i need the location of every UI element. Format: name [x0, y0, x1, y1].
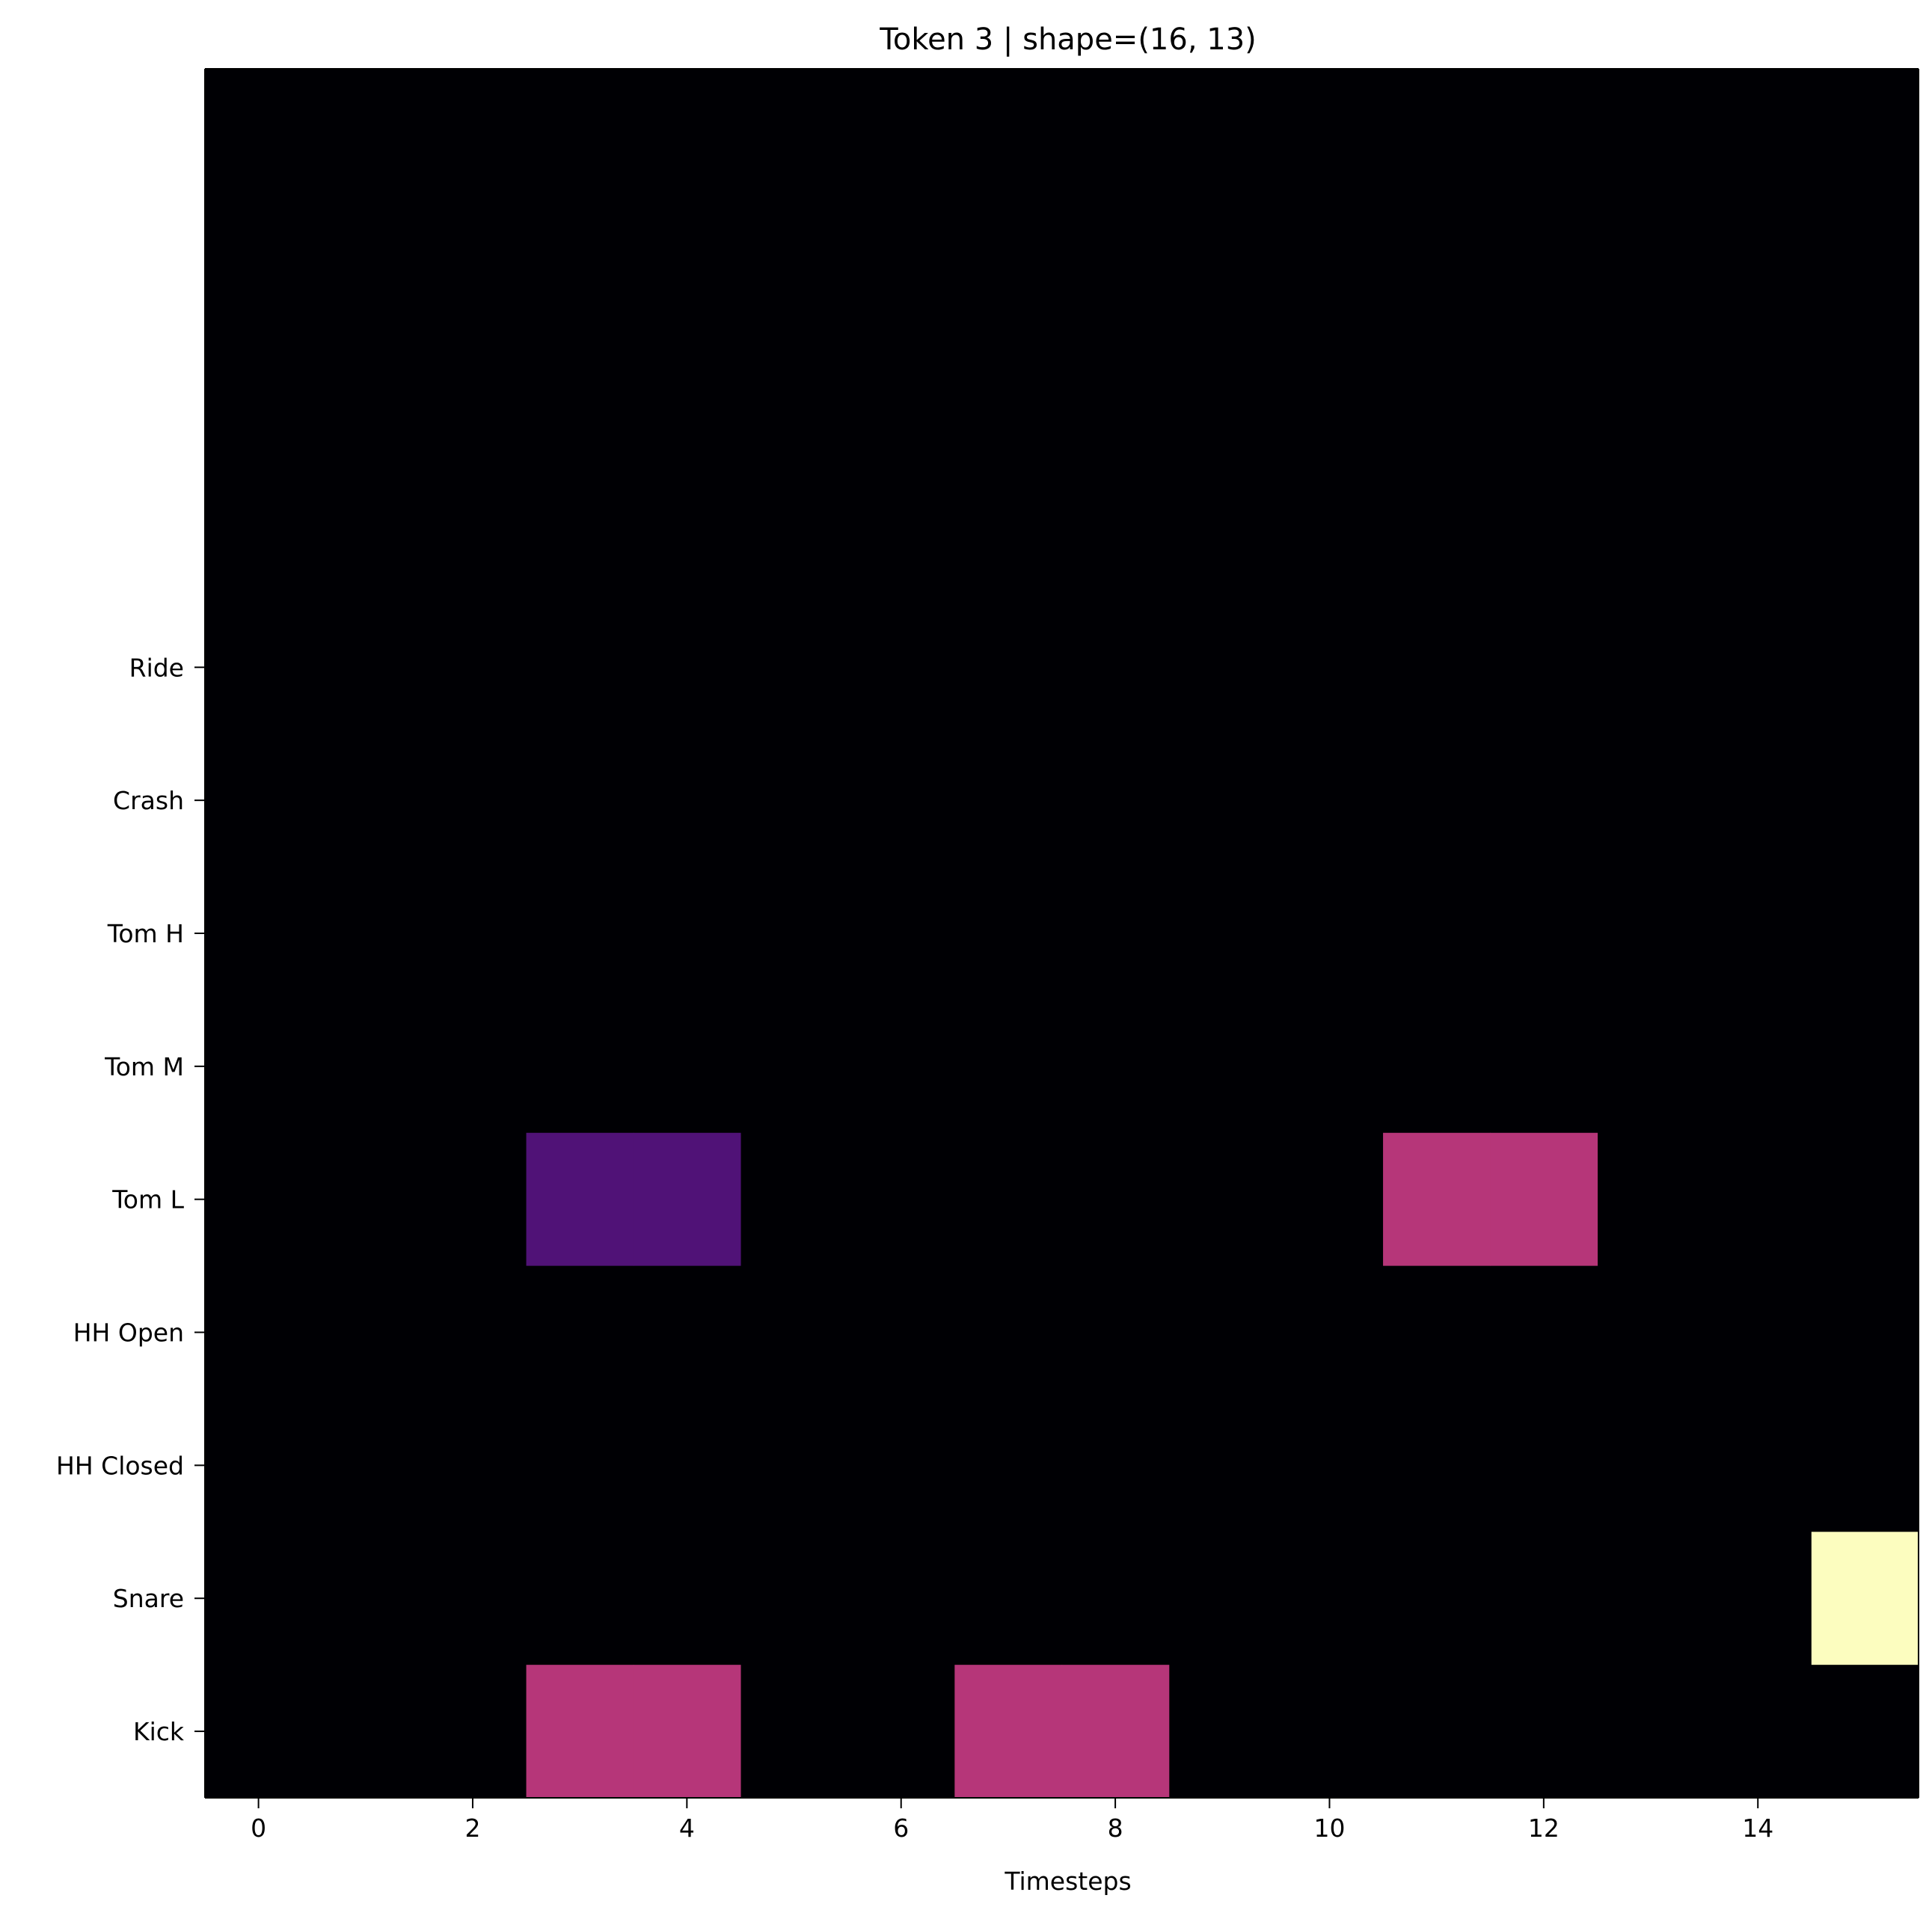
- y-tick-label: HH Open: [73, 1318, 184, 1348]
- heatmap-cell: [1811, 1532, 1919, 1665]
- x-tick-label: 12: [1528, 1814, 1560, 1843]
- y-tick-label: Kick: [133, 1717, 185, 1746]
- x-tick-label: 2: [464, 1814, 480, 1843]
- y-axis: Ride Crash Tom H Tom M Tom L HH Open HH Closed…: [56, 653, 205, 1746]
- y-tick-label: Ride: [129, 653, 184, 682]
- y-tick-label: Crash: [113, 786, 184, 815]
- heatmap-cell: [1490, 1132, 1598, 1266]
- heatmap-background: [205, 69, 1919, 1798]
- x-tick-label: 0: [251, 1814, 266, 1843]
- x-tick-label: 14: [1742, 1814, 1773, 1843]
- heatmap-cell: [954, 1665, 1063, 1798]
- y-tick-label: Snare: [113, 1584, 184, 1613]
- y-tick-label: Tom L: [111, 1185, 184, 1215]
- plot-area: [204, 68, 1919, 1799]
- heatmap-cell: [1383, 1132, 1491, 1266]
- heatmap-cell: [1061, 1665, 1170, 1798]
- x-axis-label: Timesteps: [1004, 1867, 1131, 1896]
- heatmap-cell: [633, 1665, 741, 1798]
- x-tick-label: 4: [679, 1814, 695, 1843]
- x-axis: 0 2 4 6 8 10 12 14: [251, 1798, 1773, 1843]
- x-tick-label: 8: [1108, 1814, 1123, 1843]
- x-tick-label: 6: [893, 1814, 909, 1843]
- heatmap-cell: [526, 1132, 634, 1266]
- chart-title: Token 3 | shape=(16, 13): [879, 22, 1257, 57]
- heatmap-cell: [526, 1665, 634, 1798]
- y-tick-label: HH Closed: [56, 1451, 184, 1480]
- y-tick-label: Tom M: [104, 1052, 184, 1081]
- y-tick-label: Tom H: [107, 919, 184, 948]
- x-tick-label: 10: [1313, 1814, 1345, 1843]
- heatmap-cell: [633, 1132, 741, 1266]
